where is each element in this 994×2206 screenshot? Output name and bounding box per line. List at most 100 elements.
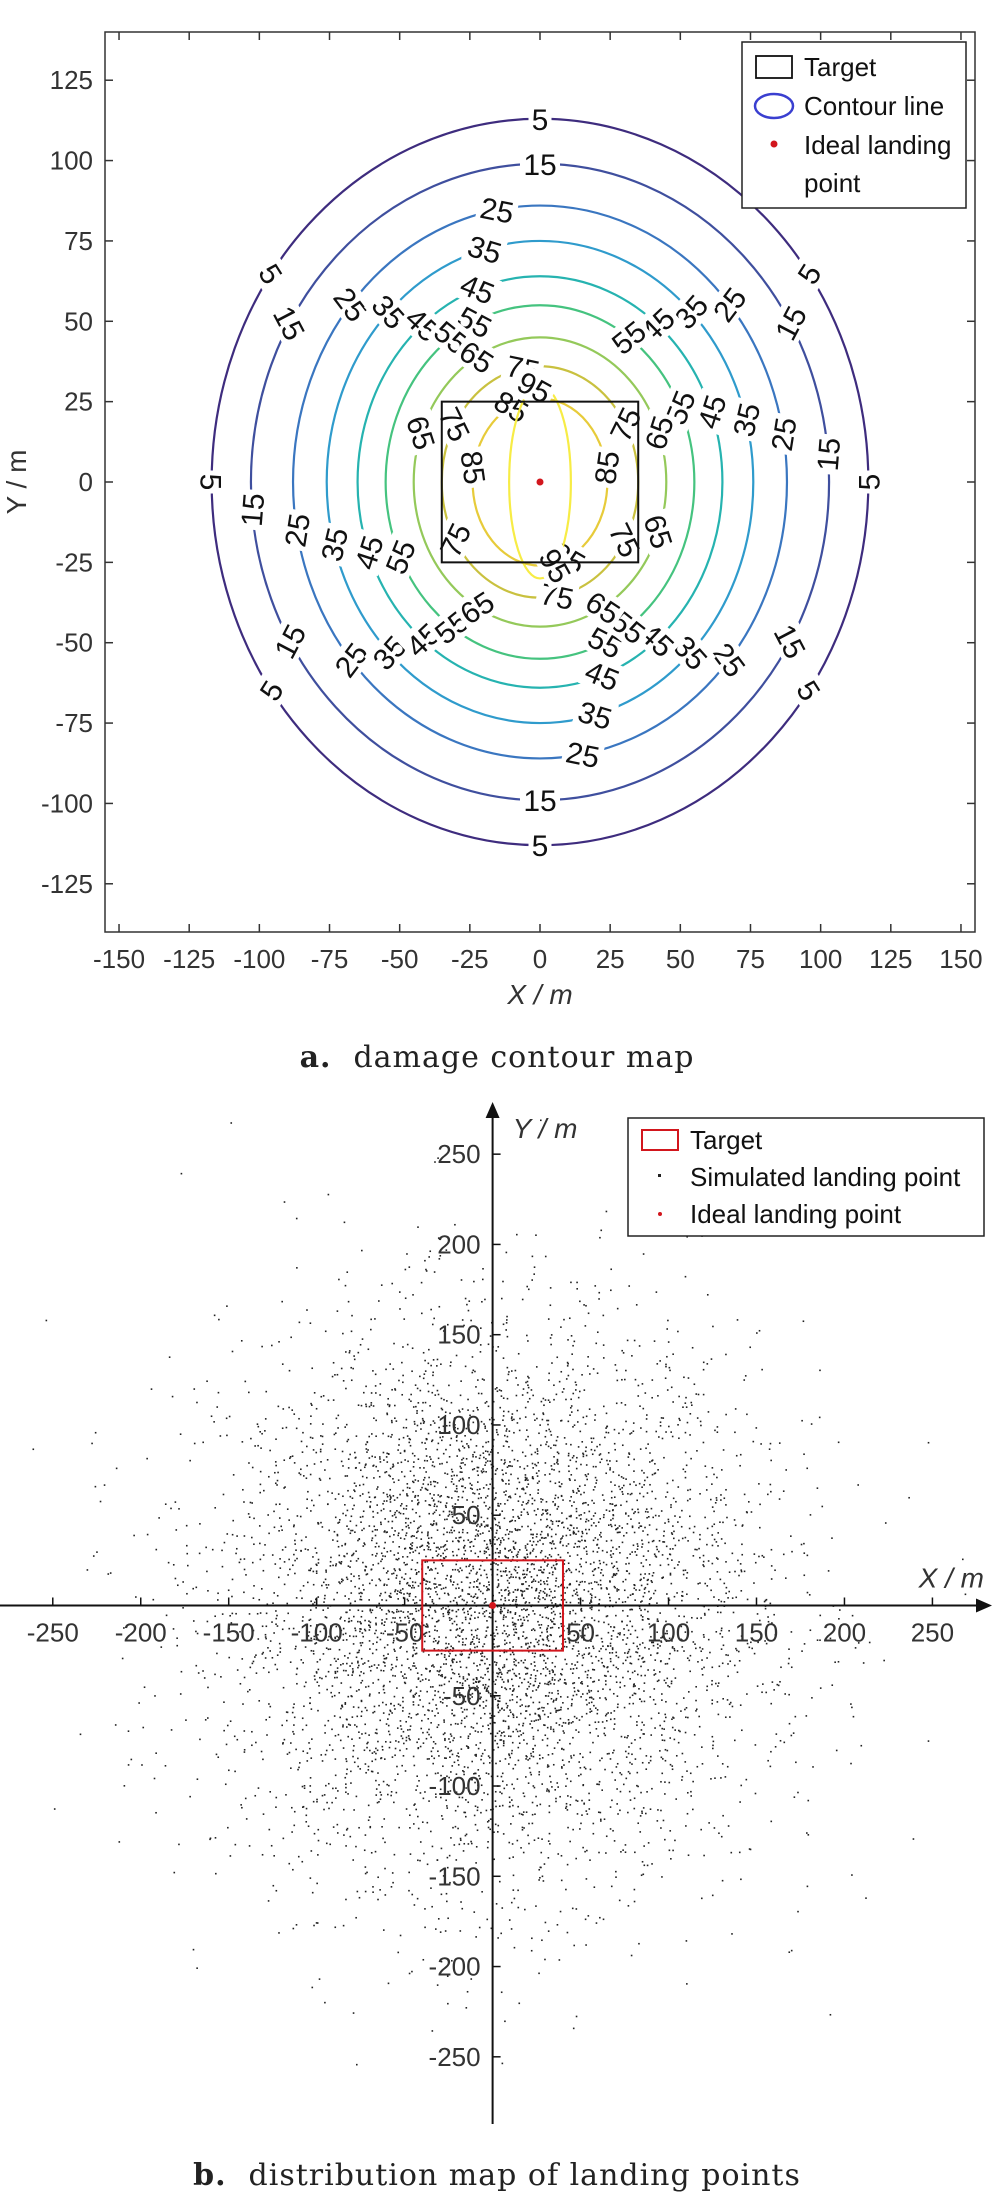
simulated-landing-point — [696, 1765, 699, 1768]
simulated-landing-point — [335, 1564, 337, 1567]
simulated-landing-point — [552, 1610, 555, 1613]
simulated-landing-point — [454, 1597, 457, 1599]
simulated-landing-point — [401, 1393, 404, 1396]
simulated-landing-point — [396, 1590, 399, 1592]
simulated-landing-point — [356, 1715, 359, 1718]
contour-label-65: 65 — [637, 408, 681, 457]
simulated-landing-point — [480, 1811, 482, 1814]
simulated-landing-point — [439, 1666, 442, 1668]
simulated-landing-point — [524, 1455, 527, 1457]
simulated-landing-point — [554, 1503, 557, 1505]
simulated-landing-point — [355, 1435, 358, 1437]
simulated-landing-point — [588, 1792, 590, 1795]
simulated-landing-point — [721, 1662, 724, 1665]
simulated-landing-point — [697, 1582, 700, 1585]
simulated-landing-point — [406, 1493, 408, 1495]
simulated-landing-point — [636, 1499, 638, 1502]
simulated-landing-point — [480, 1755, 483, 1757]
simulated-landing-point — [456, 1554, 458, 1557]
simulated-landing-point — [400, 1646, 402, 1648]
simulated-landing-point — [514, 1613, 517, 1616]
simulated-landing-point — [469, 1522, 471, 1524]
simulated-landing-point — [559, 1635, 561, 1638]
simulated-landing-point — [590, 1582, 593, 1584]
simulated-landing-point — [613, 1585, 616, 1588]
simulated-landing-point — [515, 1600, 517, 1603]
simulated-landing-point — [421, 1679, 424, 1681]
simulated-landing-point — [387, 1403, 389, 1406]
simulated-landing-point — [310, 1757, 313, 1759]
simulated-landing-point — [473, 1492, 476, 1495]
simulated-landing-point — [451, 1568, 454, 1571]
simulated-landing-point — [444, 1586, 447, 1589]
simulated-landing-point — [575, 1667, 578, 1670]
simulated-landing-point — [575, 1693, 578, 1696]
simulated-landing-point — [467, 1398, 469, 1401]
simulated-landing-point — [611, 1509, 614, 1512]
simulated-landing-point — [333, 1433, 336, 1436]
simulated-landing-point — [484, 1749, 486, 1751]
simulated-landing-point — [695, 1710, 697, 1712]
simulated-landing-point — [291, 1455, 294, 1457]
simulated-landing-point — [702, 1361, 705, 1364]
simulated-landing-point — [413, 1602, 416, 1604]
simulated-landing-point — [437, 1772, 439, 1774]
simulated-landing-point — [387, 1982, 390, 1985]
simulated-landing-point — [627, 1650, 630, 1653]
simulated-landing-point — [442, 1606, 444, 1609]
simulated-landing-point — [408, 1712, 411, 1715]
simulated-landing-point — [552, 1606, 555, 1608]
simulated-landing-point — [470, 1842, 473, 1845]
simulated-landing-point — [580, 1557, 582, 1560]
simulated-landing-point — [560, 1370, 563, 1373]
simulated-landing-point — [521, 1609, 523, 1611]
simulated-landing-point — [701, 1659, 703, 1661]
simulated-landing-point — [462, 1528, 464, 1531]
simulated-landing-point — [375, 1728, 378, 1731]
simulated-landing-point — [570, 1495, 572, 1498]
simulated-landing-point — [463, 1544, 466, 1547]
simulated-landing-point — [552, 1701, 555, 1703]
simulated-landing-point — [465, 1637, 468, 1640]
simulated-landing-point — [386, 1550, 389, 1553]
simulated-landing-point — [364, 1543, 366, 1546]
simulated-landing-point — [384, 1591, 387, 1594]
simulated-landing-point — [568, 1470, 570, 1473]
simulated-landing-point — [311, 1986, 314, 1989]
simulated-landing-point — [520, 1624, 523, 1627]
simulated-landing-point — [669, 1652, 671, 1655]
contour-label-bg — [601, 514, 649, 565]
simulated-landing-point — [487, 1755, 490, 1757]
simulated-landing-point — [433, 1494, 435, 1496]
simulated-landing-point — [540, 1444, 542, 1447]
simulated-landing-point — [371, 1579, 373, 1581]
simulated-landing-point — [623, 1685, 626, 1687]
simulated-landing-point — [382, 1432, 384, 1435]
simulated-landing-point — [609, 1660, 612, 1663]
simulated-landing-point — [616, 1636, 619, 1638]
simulated-landing-point — [592, 1539, 595, 1542]
simulated-landing-point — [598, 1679, 600, 1681]
simulated-landing-point — [573, 1754, 575, 1757]
simulated-landing-point — [653, 1553, 656, 1556]
simulated-landing-point — [379, 1607, 382, 1609]
simulated-landing-point — [569, 1459, 572, 1462]
simulated-landing-point — [428, 1702, 431, 1705]
simulated-landing-point — [383, 1500, 386, 1502]
simulated-landing-point — [636, 1784, 638, 1787]
simulated-landing-point — [479, 1454, 482, 1457]
simulated-landing-point — [556, 1923, 559, 1926]
contour-label-bg — [587, 445, 625, 490]
simulated-landing-point — [593, 1704, 595, 1707]
simulated-landing-point — [399, 1512, 402, 1515]
simulated-landing-point — [522, 1487, 524, 1490]
simulated-landing-point — [637, 1545, 639, 1547]
simulated-landing-point — [448, 1655, 450, 1657]
simulated-landing-point — [710, 1778, 712, 1780]
simulated-landing-point — [672, 1525, 674, 1527]
simulated-landing-point — [770, 1750, 772, 1753]
contour-label-bg — [528, 102, 552, 135]
simulated-landing-point — [720, 1494, 722, 1496]
simulated-landing-point — [782, 1553, 785, 1556]
simulated-landing-point — [605, 1412, 608, 1415]
